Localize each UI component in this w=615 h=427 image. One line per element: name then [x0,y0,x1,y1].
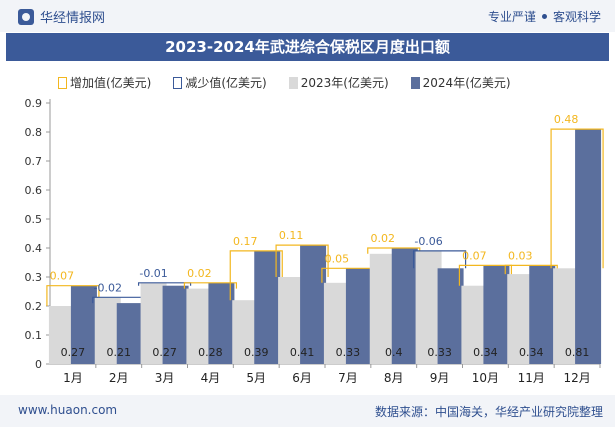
x-tick-label: 7月 [338,371,358,385]
top-bar: 华经情报网 专业严谨 客观科学 [0,0,615,32]
decrease-outline [137,282,192,286]
x-tick-label: 9月 [430,371,450,385]
bar-2023 [415,250,442,364]
y-tick-label: 0.6 [25,184,43,197]
bar-2023 [507,274,534,364]
legend-label-increase: 增加值(亿美元) [70,76,152,90]
x-tick-label: 2月 [109,371,129,385]
x-tick-label: 12月 [563,371,590,385]
increase-outline [46,285,100,306]
value-label-2024: 0.4 [385,346,403,359]
bar-2023 [278,277,305,364]
decrease-outline [412,250,467,269]
change-label: 0.17 [233,235,258,248]
chart-title: 2023-2024年武进综合保税区月度出口额 [165,38,450,56]
legend-swatch-increase [58,76,67,89]
y-tick-label: 0.1 [25,329,43,342]
increase-outline [550,128,604,269]
x-tick-label: 8月 [384,371,404,385]
legend-swatch-2024 [410,76,420,89]
y-tick-label: 0.5 [25,213,43,226]
brand-logo-icon [18,8,34,25]
y-tick-label: 0.3 [25,271,43,284]
bar-2024 [575,129,602,364]
x-tick-label: 1月 [63,371,83,385]
y-tick-label: 0 [35,358,42,371]
bar-2023 [94,297,121,364]
value-label-2024: 0.27 [61,346,86,359]
bar-2024 [483,265,510,364]
title-bar: 2023-2024年武进综合保税区月度出口额 [6,33,609,61]
legend-label-2023: 2023年(亿美元) [300,76,389,90]
legend-item-decrease: 减少值(亿美元) [173,74,267,91]
bar-2023 [232,300,259,364]
y-tick-label: 0.8 [25,126,43,139]
bar-2023 [369,253,396,364]
value-label-2024: 0.34 [473,346,498,359]
bar-2023 [48,306,75,364]
change-label: 0.11 [279,229,304,242]
value-label-2024: 0.28 [198,346,223,359]
x-tick-label: 11月 [518,371,545,385]
footer-bar: www.huaon.com 数据来源：中国海关，华经产业研究院整理 [0,395,615,427]
value-label-2024: 0.81 [565,346,590,359]
change-label: -0.02 [94,281,122,294]
bar-2023 [323,282,350,364]
value-label-2024: 0.33 [336,346,361,359]
footer-site: www.huaon.com [18,403,118,417]
value-label-2024: 0.33 [427,346,452,359]
change-label: 0.02 [187,267,212,280]
value-label-2024: 0.41 [290,346,315,359]
change-label: 0.02 [371,232,396,245]
tagline: 专业严谨 客观科学 [488,8,601,25]
chart-plot: 0 0.1 0.2 0.3 0.4 0.5 0.6 0.7 0.8 0.9 0.07 0.27 1月 -0… [25,97,604,385]
change-label: -0.01 [139,267,167,280]
y-tick-label: 0.9 [25,97,43,110]
x-tick-label: 5月 [246,371,266,385]
change-label: 0.03 [508,249,533,262]
x-tick-label: 3月 [155,371,175,385]
change-label: -0.06 [414,235,442,248]
x-tick-label: 4月 [201,371,221,385]
legend-item-2024: 2024年(亿美元) [410,74,511,91]
x-tick-label: 10月 [472,371,499,385]
bar-2023 [186,288,213,364]
y-tick-label: 0.7 [25,155,43,168]
bar-2024 [116,303,143,364]
legend-label-2024: 2024年(亿美元) [422,76,511,90]
increase-outline [183,282,238,289]
bar-2024 [345,268,372,364]
y-tick-label: 0.2 [25,300,43,313]
value-label-2024: 0.21 [107,346,132,359]
separator-dot-icon [541,14,547,19]
increase-outline [275,244,329,277]
y-tick-label: 0.4 [25,242,43,255]
bar-2024 [162,285,189,364]
legend-label-decrease: 减少值(亿美元) [185,76,267,90]
increase-outline [229,250,283,301]
chart-legend: 增加值(亿美元) 减少值(亿美元) 2023年(亿美元) 2024年(亿美元) [58,74,511,91]
brand: 华经情报网 [18,7,105,26]
change-label: 0.07 [462,249,487,262]
tagline-left: 专业严谨 [487,10,536,24]
legend-item-increase: 增加值(亿美元) [58,74,151,91]
bar-2023 [461,285,488,364]
bar-2023 [553,268,580,364]
change-label: 0.07 [50,270,75,283]
value-label-2024: 0.34 [519,346,544,359]
legend-swatch-decrease [173,76,183,89]
legend-swatch-2023 [288,76,298,89]
change-label: 0.05 [325,252,350,265]
bar-2024 [300,245,327,364]
x-tick-label: 6月 [292,371,312,385]
change-label: 0.48 [554,113,579,126]
bar-2023 [140,282,167,364]
bar-2024 [529,265,556,364]
brand-name: 华经情报网 [40,11,106,26]
value-label-2024: 0.27 [152,346,177,359]
value-label-2024: 0.39 [244,346,269,359]
legend-item-2023: 2023年(亿美元) [288,74,389,91]
footer-source: 数据来源：中国海关，华经产业研究院整理 [374,405,603,419]
tagline-right: 客观科学 [552,10,601,24]
